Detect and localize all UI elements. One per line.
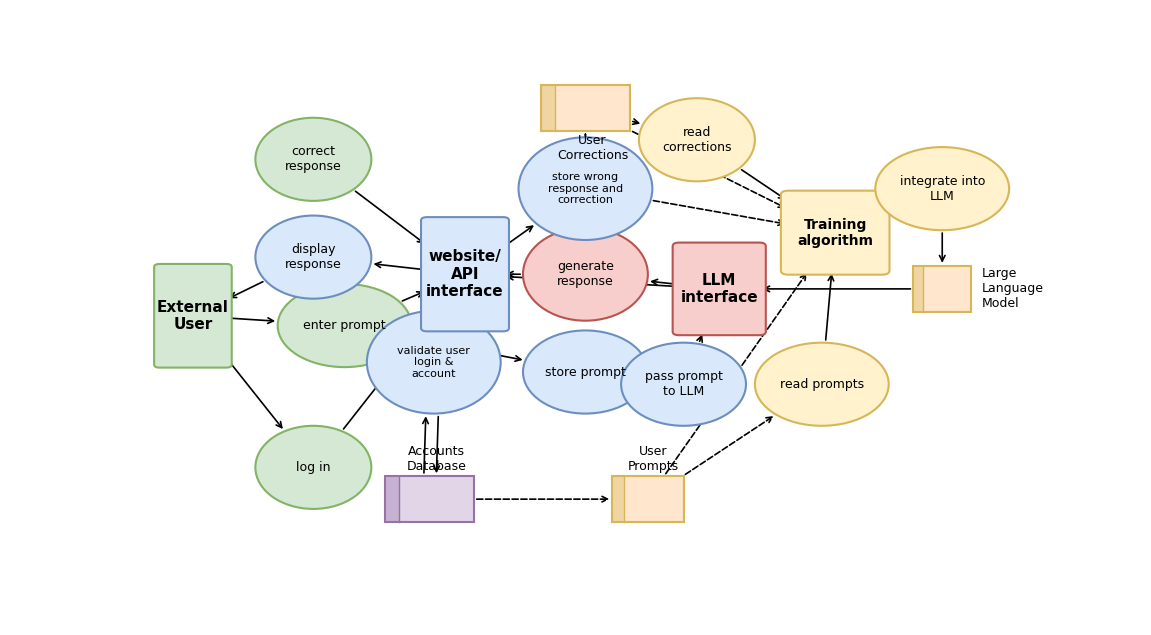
Ellipse shape — [367, 311, 501, 413]
Ellipse shape — [277, 284, 412, 367]
Ellipse shape — [256, 426, 372, 509]
FancyBboxPatch shape — [672, 243, 765, 335]
Text: store wrong
response and
correction: store wrong response and correction — [548, 172, 623, 205]
Text: integrate into
LLM: integrate into LLM — [900, 175, 985, 203]
Text: enter prompt: enter prompt — [303, 319, 386, 332]
Text: generate
response: generate response — [557, 260, 613, 288]
Text: validate user
login &
account: validate user login & account — [397, 345, 471, 379]
Text: read
corrections: read corrections — [662, 126, 732, 154]
Bar — [913, 265, 971, 312]
Bar — [612, 476, 624, 523]
Ellipse shape — [875, 147, 1009, 231]
Text: correct
response: correct response — [285, 145, 342, 173]
Text: pass prompt
to LLM: pass prompt to LLM — [645, 370, 723, 398]
Ellipse shape — [256, 117, 372, 201]
Text: User
Prompts: User Prompts — [628, 446, 679, 474]
Text: read prompts: read prompts — [779, 378, 864, 391]
Text: store prompt: store prompt — [544, 366, 626, 378]
Text: display
response: display response — [285, 243, 342, 271]
Ellipse shape — [523, 330, 648, 413]
Bar — [384, 476, 474, 523]
Text: Large
Language
Model: Large Language Model — [982, 267, 1044, 311]
Text: LLM
interface: LLM interface — [680, 272, 759, 305]
Ellipse shape — [518, 137, 653, 240]
Ellipse shape — [523, 228, 648, 321]
Text: website/
API
interface: website/ API interface — [426, 250, 504, 299]
Text: Accounts
Database: Accounts Database — [406, 446, 466, 474]
Ellipse shape — [622, 343, 746, 426]
FancyBboxPatch shape — [780, 190, 890, 275]
Ellipse shape — [639, 98, 755, 182]
FancyBboxPatch shape — [421, 217, 509, 331]
Text: Training
algorithm: Training algorithm — [798, 218, 874, 248]
Bar — [541, 84, 630, 131]
Bar — [913, 265, 922, 312]
Bar — [384, 476, 399, 523]
Text: User
Corrections: User Corrections — [557, 133, 628, 162]
Ellipse shape — [256, 215, 372, 298]
Ellipse shape — [755, 343, 889, 426]
Text: External
User: External User — [157, 300, 229, 332]
Bar — [541, 84, 555, 131]
Text: log in: log in — [296, 461, 330, 474]
FancyBboxPatch shape — [154, 264, 231, 368]
Bar — [612, 476, 684, 523]
